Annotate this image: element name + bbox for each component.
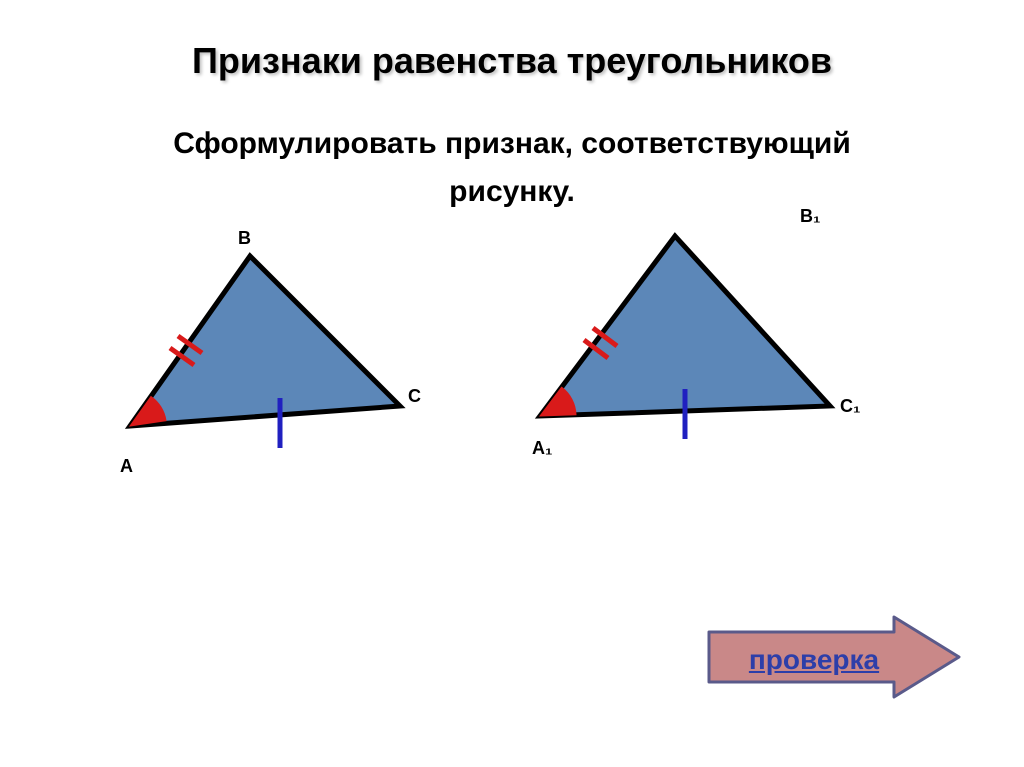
subtitle: Сформулировать признак, соответствующий … (0, 120, 1024, 216)
triangle-left-svg (90, 226, 450, 486)
page-title: Признаки равенства треугольников (0, 0, 1024, 82)
triangle-right-svg (500, 206, 880, 476)
check-arrow-button[interactable]: проверка (704, 612, 964, 707)
triangle-left-shape (130, 256, 400, 426)
label-c-left: C (408, 386, 421, 407)
label-c-right: C₁ (840, 396, 860, 417)
label-b-right: B₁ (800, 206, 820, 227)
label-b-left: B (238, 228, 251, 249)
figures-area: A B C A₁ B₁ C₁ (0, 226, 1024, 566)
subtitle-line-1: Сформулировать признак, соответствующий (173, 127, 851, 160)
check-arrow-label: проверка (704, 612, 964, 707)
subtitle-line-2: рисунку. (449, 175, 575, 208)
triangle-left: A B C (90, 226, 450, 491)
triangle-right: A₁ B₁ C₁ (500, 206, 880, 481)
label-a-right: A₁ (532, 438, 552, 459)
label-a-left: A (120, 456, 133, 477)
